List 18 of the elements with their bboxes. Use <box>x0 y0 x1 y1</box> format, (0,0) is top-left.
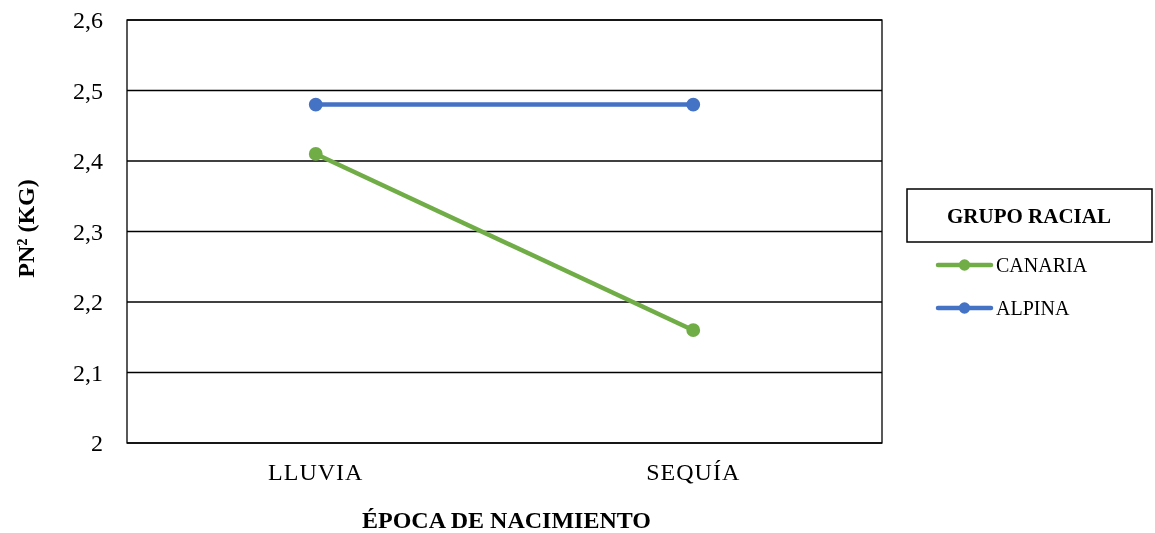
legend-label: ALPINA <box>996 297 1070 319</box>
x-axis-title: ÉPOCA DE NACIMIENTO <box>362 507 651 533</box>
y-tick-label: 2,3 <box>73 218 103 245</box>
point <box>308 97 323 112</box>
y-tick-label: 2,4 <box>73 148 103 175</box>
legend-label: CANARIA <box>996 254 1088 276</box>
point <box>686 97 701 112</box>
point <box>308 147 323 161</box>
y-tick-label: 2,5 <box>73 77 103 104</box>
y-tick-label: 2,2 <box>73 289 103 316</box>
point <box>686 323 701 338</box>
y-tick-label: 2,6 <box>73 7 103 34</box>
x-tick-label: SEQUÍA <box>646 459 741 486</box>
legend-title: GRUPO RACIAL <box>947 204 1111 228</box>
y-tick-label: 2,1 <box>73 359 103 386</box>
x-tick-label: LLUVIA <box>268 459 364 486</box>
y-axis-title: PN² (KG) <box>13 179 39 278</box>
y-tick-label: 2 <box>91 430 103 457</box>
